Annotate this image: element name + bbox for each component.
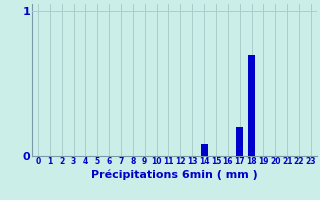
Bar [236, 127, 243, 156]
X-axis label: Précipitations 6min ( mm ): Précipitations 6min ( mm ) [91, 169, 258, 180]
Bar [248, 55, 255, 156]
Bar [201, 144, 208, 156]
